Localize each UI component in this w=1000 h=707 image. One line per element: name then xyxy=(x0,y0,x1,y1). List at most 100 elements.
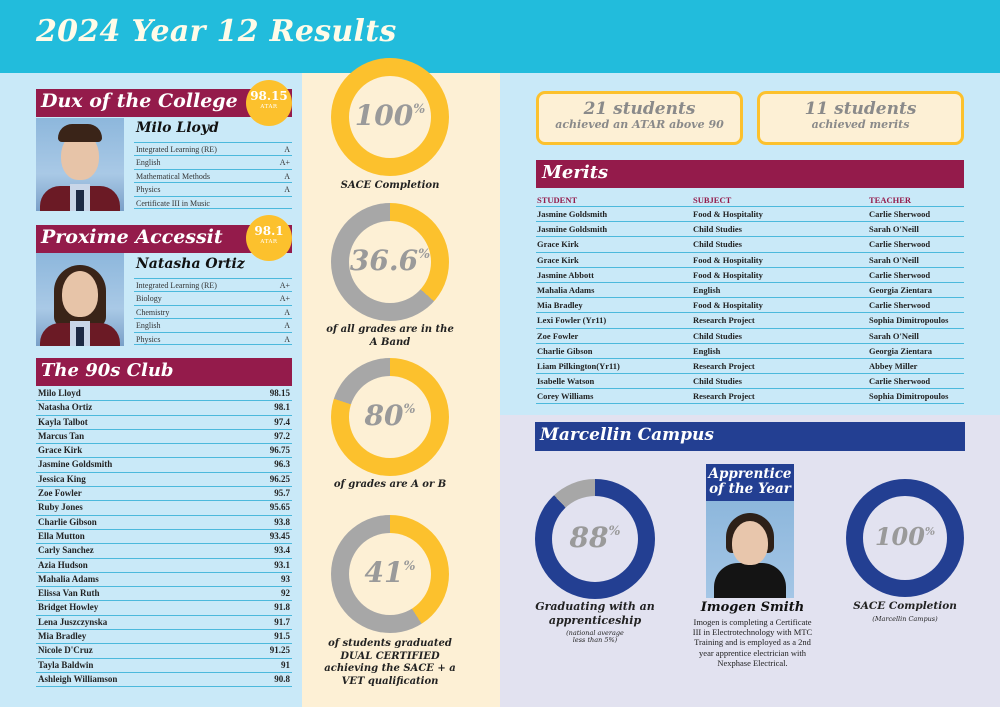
student-name: Kayla Talbot xyxy=(38,416,88,427)
atar-score: 93.8 xyxy=(274,516,290,527)
list-item: Ruby Jones 95.65 xyxy=(36,501,292,516)
apprentice-name: Imogen Smith xyxy=(700,600,805,615)
atar-score: 91.5 xyxy=(274,631,290,642)
proxime-heading: Proxime Accessit xyxy=(41,226,223,248)
list-item: Lena Juszczynska 91.7 xyxy=(36,616,292,631)
donut-chart-apprenticeship: 88% xyxy=(535,479,655,599)
donut-value: 100% xyxy=(874,522,936,552)
apprentice-description: Imogen is completing a Certificate III i… xyxy=(692,617,813,668)
dux-name: Milo Lloyd xyxy=(136,120,219,136)
subject-cell: Research Project xyxy=(693,315,755,326)
subject-grade: A xyxy=(284,307,290,317)
student-name: Zoe Fowler xyxy=(38,488,82,499)
subject-grade: A+ xyxy=(279,158,290,168)
student-name: Grace Kirk xyxy=(38,445,83,456)
proxime-subjects: Integrated Learning (RE) A+ Biology A+ Chemi… xyxy=(134,278,292,345)
list-item: Carly Sanchez 93.4 xyxy=(36,544,292,559)
list-item: Milo Lloyd 98.15 xyxy=(36,387,292,402)
student-name: Lena Juszczynska xyxy=(38,616,108,627)
student-name: Ashleigh Williamson xyxy=(38,673,118,684)
atar-score: 91.7 xyxy=(274,616,290,627)
student-cell: Liam Pilkington(Yr11) xyxy=(537,360,620,371)
student-name: Charlie Gibson xyxy=(38,516,97,527)
dux-atar-value: 98.15 xyxy=(250,89,288,103)
donut-caption: SACE Completion xyxy=(853,600,957,612)
atar-score: 91 xyxy=(281,659,290,670)
teacher-cell: Carlie Sherwood xyxy=(869,209,931,219)
donut-caption: SACE Completion xyxy=(340,180,440,191)
atar-score: 98.15 xyxy=(269,388,290,398)
subject-row: Physics A xyxy=(134,331,292,345)
table-row: Zoe Fowler Child Studies Sarah O'Neill xyxy=(536,329,964,344)
highlight-label: achieved an ATAR above 90 xyxy=(555,118,724,131)
donut-note: (Marcellin Campus) xyxy=(872,615,938,623)
atar-score: 95.7 xyxy=(274,488,290,499)
atar-score: 93.4 xyxy=(274,545,290,556)
atar-score: 96.25 xyxy=(269,473,290,484)
highlight-value: 21 students xyxy=(583,99,696,119)
table-row: Jasmine Abbott Food & Hospitality Carlie S… xyxy=(536,268,964,283)
donut-value: 88% xyxy=(569,520,621,554)
atar-score: 91.25 xyxy=(269,645,290,656)
subject-row: Biology A+ xyxy=(134,291,292,304)
subject-cell: Food & Hospitality xyxy=(693,209,763,219)
donut-chart: 36.6% xyxy=(331,203,449,321)
subject-row: Integrated Learning (RE) A xyxy=(134,142,292,155)
list-item: Nicole D'Cruz 91.25 xyxy=(36,644,292,659)
subject-cell: Food & Hospitality xyxy=(693,269,763,280)
teacher-cell: Carlie Sherwood xyxy=(869,239,931,250)
teacher-cell: Sophia Dimitropoulos xyxy=(869,315,949,326)
merits-table: STUDENT SUBJECT TEACHER Jasmine Goldsmit… xyxy=(536,193,964,405)
table-row: Jasmine Goldsmith Child Studies Sarah O'Ne… xyxy=(536,222,964,238)
teacher-cell: Sophia Dimitropoulos xyxy=(869,391,949,402)
donut-caption: of students graduated DUAL CERTIFIED ach… xyxy=(324,638,456,687)
donut-chart-sace: 100% xyxy=(846,479,964,597)
table-row: Jasmine Goldsmith Food & Hospitality Carli… xyxy=(536,207,964,223)
subject-row: Certificate III in Music xyxy=(134,195,292,209)
donut-chart: 80% xyxy=(331,358,449,476)
dux-photo xyxy=(36,118,124,211)
column-header-teacher: TEACHER xyxy=(869,195,912,205)
donut-caption: of all grades are in the A Band xyxy=(326,324,454,348)
subject-name: Mathematical Methods xyxy=(136,171,210,181)
student-name: Carly Sanchez xyxy=(38,545,94,556)
apprentice-photo xyxy=(706,501,794,598)
subject-grade: A+ xyxy=(279,281,290,290)
list-item: Grace Kirk 96.75 xyxy=(36,444,292,459)
list-item: Zoe Fowler 95.7 xyxy=(36,487,292,502)
atar-score: 95.65 xyxy=(269,502,290,513)
teacher-cell: Sarah O'Neill xyxy=(869,224,919,235)
donut-chart: 100% xyxy=(331,58,449,176)
donut-value: 100% xyxy=(354,98,426,132)
subject-name: Biology xyxy=(136,294,162,304)
page-header: 2024 Year 12 Results xyxy=(0,0,1000,73)
subject-row: Integrated Learning (RE) A+ xyxy=(134,278,292,291)
list-item: Jessica King 96.25 xyxy=(36,473,292,488)
student-cell: Grace Kirk xyxy=(537,239,579,250)
highlight-merits: 11 students achieved merits xyxy=(757,91,964,145)
atar-score: 93.1 xyxy=(274,559,290,570)
subject-cell: Child Studies xyxy=(693,224,742,235)
subject-cell: Research Project xyxy=(693,391,755,402)
subject-name: Certificate III in Music xyxy=(136,198,210,208)
merits-heading: Merits xyxy=(542,162,609,183)
subject-cell: Food & Hospitality xyxy=(693,300,763,311)
subject-name: Physics xyxy=(136,334,161,344)
donut-value: 80% xyxy=(364,398,416,432)
student-cell: Jasmine Goldsmith xyxy=(537,224,608,235)
table-row: Isabelle Watson Child Studies Carlie Sherw… xyxy=(536,374,964,390)
nineties-club-heading-bar: The 90s Club xyxy=(36,358,292,386)
student-name: Jasmine Goldsmith xyxy=(38,459,113,470)
list-item: Mahalia Adams 93 xyxy=(36,573,292,588)
student-cell: Zoe Fowler xyxy=(537,330,579,341)
highlight-label: achieved merits xyxy=(811,118,910,131)
subject-row: Chemistry A xyxy=(134,304,292,318)
student-cell: Charlie Gibson xyxy=(537,345,593,356)
student-name: Ella Mutton xyxy=(38,530,85,541)
campus-heading-bar: Marcellin Campus xyxy=(535,422,965,451)
atar-score: 93 xyxy=(281,573,290,584)
student-cell: Jasmine Goldsmith xyxy=(537,209,608,219)
table-row: Grace Kirk Child Studies Carlie Sherwood xyxy=(536,237,964,253)
subject-cell: English xyxy=(693,284,721,295)
apprentice-of-year-card: Apprentice of the Year xyxy=(706,464,794,598)
